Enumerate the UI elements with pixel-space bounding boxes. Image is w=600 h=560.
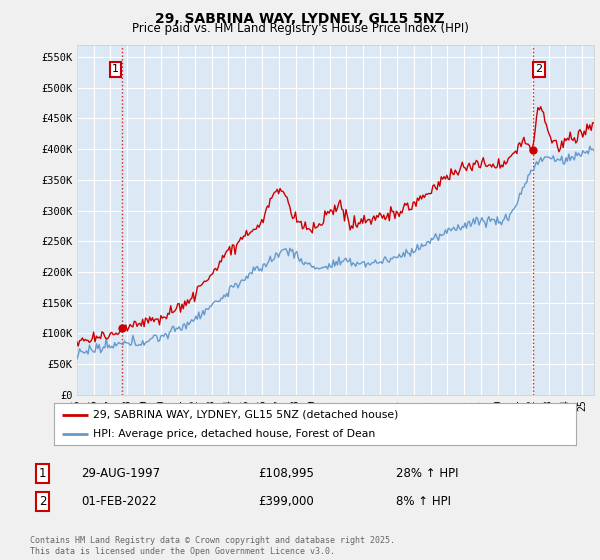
Text: 01-FEB-2022: 01-FEB-2022 — [81, 494, 157, 508]
Text: HPI: Average price, detached house, Forest of Dean: HPI: Average price, detached house, Fore… — [93, 429, 376, 439]
Text: 29, SABRINA WAY, LYDNEY, GL15 5NZ: 29, SABRINA WAY, LYDNEY, GL15 5NZ — [155, 12, 445, 26]
Text: Contains HM Land Registry data © Crown copyright and database right 2025.
This d: Contains HM Land Registry data © Crown c… — [30, 536, 395, 556]
Text: 1: 1 — [39, 466, 47, 480]
Text: £399,000: £399,000 — [258, 494, 314, 508]
Text: 2: 2 — [39, 494, 47, 508]
Text: 29, SABRINA WAY, LYDNEY, GL15 5NZ (detached house): 29, SABRINA WAY, LYDNEY, GL15 5NZ (detac… — [93, 409, 398, 419]
Text: 8% ↑ HPI: 8% ↑ HPI — [396, 494, 451, 508]
Text: 28% ↑ HPI: 28% ↑ HPI — [396, 466, 458, 480]
Text: £108,995: £108,995 — [258, 466, 314, 480]
Text: Price paid vs. HM Land Registry's House Price Index (HPI): Price paid vs. HM Land Registry's House … — [131, 22, 469, 35]
Text: 2: 2 — [536, 64, 542, 74]
Text: 1: 1 — [112, 64, 119, 74]
Text: 29-AUG-1997: 29-AUG-1997 — [81, 466, 160, 480]
